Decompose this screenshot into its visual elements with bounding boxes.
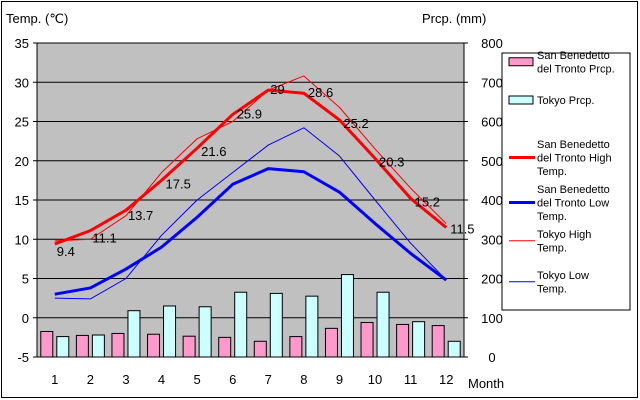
prcp-tick-label: 0: [488, 350, 495, 365]
prcp-bar: [91, 334, 105, 358]
temp-axis-ticks: 35 30 25 20 15 10 5 0 -5: [15, 36, 37, 365]
high-temp-data-label: 25.9: [237, 106, 262, 121]
legend-label: Temp.: [537, 243, 567, 255]
month-tick-label: 4: [158, 372, 165, 387]
legend-label: del Tronto High: [537, 153, 612, 165]
prcp-tick-label: 600: [481, 115, 503, 130]
temp-tick-label: 15: [15, 193, 29, 208]
month-tick-label: 3: [122, 372, 129, 387]
prcp-tick-label: 400: [481, 193, 503, 208]
month-tick-label: 8: [300, 372, 307, 387]
high-temp-data-label: 9.4: [57, 244, 75, 259]
legend-label: San Benedetto: [537, 50, 610, 62]
month-tick-label: 9: [336, 372, 343, 387]
prcp-bar: [198, 306, 212, 358]
prcp-bar: [447, 340, 461, 358]
temp-tick-label: 30: [15, 75, 29, 90]
high-temp-data-label: 20.3: [379, 154, 404, 169]
prcp-tick-label: 100: [481, 311, 503, 326]
prcp-bar: [147, 333, 161, 358]
legend-label: Temp.: [537, 211, 567, 223]
month-tick-label: 10: [368, 372, 382, 387]
month-tick-label: 2: [87, 372, 94, 387]
temp-line: [54, 167, 448, 296]
legend-label: del Tronto Prcp.: [537, 64, 615, 76]
prcp-bar: [431, 325, 445, 358]
prcp-bar: [324, 327, 338, 358]
month-tick-label: 6: [229, 372, 236, 387]
prcp-bar: [163, 305, 177, 358]
legend-label: San Benedetto: [537, 139, 610, 151]
month-tick-label: 11: [404, 372, 418, 387]
prcp-axis-ticks: 800 700 600 500 400 300 200 100 0: [464, 36, 503, 365]
prcp-tick-label: 200: [481, 272, 503, 287]
prcp-axis-title: Prcp. (mm): [422, 11, 486, 26]
high-temp-data-label: 11.5: [450, 221, 474, 236]
month-axis-ticks: 1 2 3 4 5 6 7 8 9 10 11 12: [51, 372, 453, 387]
prcp-bar: [340, 274, 354, 358]
temp-tick-label: 25: [15, 115, 29, 130]
temp-tick-label: 35: [15, 36, 29, 51]
legend-label: Temp.: [537, 166, 567, 178]
month-axis-title: Month: [468, 376, 504, 391]
temperature-lines: [54, 75, 448, 300]
prcp-bar: [182, 335, 196, 358]
temp-tick-label: 20: [15, 154, 29, 169]
temp-axis-title: Temp. (℃): [6, 11, 68, 26]
prcp-bar: [127, 310, 141, 358]
temp-line: [54, 75, 447, 242]
legend-label: Tokyo Prcp.: [537, 95, 594, 107]
temp-tick-label: 5: [22, 272, 29, 287]
high-temp-data-label: 29: [270, 82, 284, 97]
legend-swatch: [508, 57, 534, 67]
prcp-bar: [396, 323, 410, 358]
legend-label: del Tronto Low: [537, 198, 609, 210]
temp-line: [54, 127, 447, 300]
prcp-bar: [56, 336, 70, 358]
prcp-tick-label: 700: [481, 75, 503, 90]
prcp-bar: [218, 336, 232, 358]
legend-label: Tokyo High: [537, 229, 591, 241]
month-tick-label: 5: [194, 372, 201, 387]
prcp-bar: [269, 292, 283, 358]
high-temp-data-label: 15.2: [415, 194, 440, 209]
high-temp-data-label: 25.2: [343, 116, 368, 131]
temp-tick-label: 10: [15, 232, 29, 247]
legend-label: Tokyo Low: [537, 270, 589, 282]
month-tick-label: 1: [51, 372, 58, 387]
prcp-bar: [412, 321, 426, 358]
prcp-bar: [75, 334, 89, 358]
temp-tick-label: 0: [22, 311, 29, 326]
prcp-bar: [289, 336, 303, 358]
data-labels: 9.4 11.1 13.7 17.5 21.6 25.9 29 28.6 25.2 20.3 15.…: [57, 82, 475, 259]
legend-label: Temp.: [537, 284, 567, 296]
high-temp-data-label: 17.5: [166, 176, 191, 191]
prcp-bar: [305, 295, 319, 358]
prcp-bar: [111, 332, 125, 358]
precipitation-bars: [40, 274, 461, 358]
legend-label: San Benedetto: [537, 184, 610, 196]
legend: San Benedetto del Tronto Prcp. Tokyo Prcp.…: [508, 50, 615, 296]
prcp-tick-label: 500: [481, 154, 503, 169]
high-temp-data-label: 11.1: [92, 231, 116, 246]
prcp-tick-label: 300: [481, 232, 503, 247]
prcp-bar: [360, 321, 374, 358]
prcp-tick-label: 800: [481, 36, 503, 51]
prcp-bar: [40, 330, 54, 358]
prcp-bar: [376, 291, 390, 358]
prcp-bar: [253, 340, 267, 358]
high-temp-data-label: 28.6: [308, 85, 333, 100]
month-tick-label: 12: [439, 372, 453, 387]
legend-swatch: [508, 95, 534, 105]
high-temp-data-label: 13.7: [128, 208, 153, 223]
temp-tick-label: -5: [17, 350, 29, 365]
high-temp-data-label: 21.6: [201, 144, 226, 159]
prcp-bar: [234, 291, 248, 358]
month-tick-label: 7: [265, 372, 272, 387]
temp-line: [54, 88, 448, 246]
